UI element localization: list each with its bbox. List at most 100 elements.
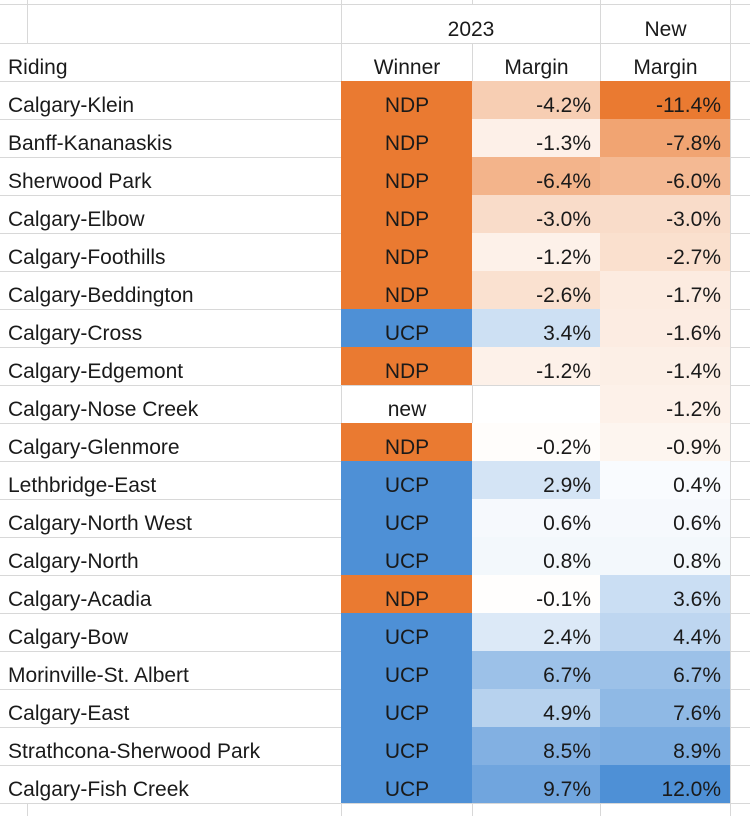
cell-riding[interactable]: Calgary-Acadia [0, 575, 341, 613]
cell-riding[interactable]: Sherwood Park [0, 157, 341, 195]
empty-cell[interactable] [730, 499, 750, 537]
empty-cell[interactable] [600, 803, 730, 816]
cell-riding[interactable]: Calgary-North West [0, 499, 341, 537]
cell-margin-new[interactable]: 0.6% [600, 499, 730, 537]
cell-winner[interactable]: NDP [341, 575, 472, 613]
cell-riding[interactable]: Calgary-Foothills [0, 233, 341, 271]
cell-margin-2023[interactable]: 0.6% [472, 499, 600, 537]
cell-riding[interactable]: Calgary-North [0, 537, 341, 575]
cell-winner[interactable]: UCP [341, 309, 472, 347]
empty-cell[interactable] [730, 803, 750, 816]
empty-cell[interactable] [0, 4, 27, 43]
header-margin-2023[interactable]: Margin [472, 43, 600, 81]
empty-cell[interactable] [730, 157, 750, 195]
cell-winner[interactable]: NDP [341, 271, 472, 309]
cell-margin-new[interactable]: -3.0% [600, 195, 730, 233]
cell-margin-2023[interactable]: -1.3% [472, 119, 600, 157]
cell-margin-new[interactable]: -1.4% [600, 347, 730, 385]
cell-riding[interactable]: Lethbridge-East [0, 461, 341, 499]
header-margin-new[interactable]: Margin [600, 43, 730, 81]
cell-margin-new[interactable]: 0.8% [600, 537, 730, 575]
empty-cell[interactable] [730, 689, 750, 727]
empty-cell[interactable] [730, 613, 750, 651]
cell-margin-2023[interactable]: -1.2% [472, 347, 600, 385]
empty-cell[interactable] [730, 651, 750, 689]
cell-winner[interactable]: NDP [341, 119, 472, 157]
empty-cell[interactable] [0, 803, 27, 816]
cell-margin-2023[interactable]: 2.9% [472, 461, 600, 499]
cell-riding[interactable]: Banff-Kananaskis [0, 119, 341, 157]
cell-margin-new[interactable]: -2.7% [600, 233, 730, 271]
cell-margin-new[interactable]: 8.9% [600, 727, 730, 765]
cell-winner[interactable]: UCP [341, 499, 472, 537]
cell-riding[interactable]: Calgary-Klein [0, 81, 341, 119]
cell-margin-2023[interactable]: 9.7% [472, 765, 600, 803]
cell-winner[interactable]: NDP [341, 423, 472, 461]
empty-cell[interactable] [730, 195, 750, 233]
cell-riding[interactable]: Calgary-Elbow [0, 195, 341, 233]
cell-margin-new[interactable]: 0.4% [600, 461, 730, 499]
empty-cell[interactable] [472, 803, 600, 816]
cell-margin-new[interactable]: 7.6% [600, 689, 730, 727]
cell-riding[interactable]: Calgary-Glenmore [0, 423, 341, 461]
empty-cell[interactable] [730, 727, 750, 765]
cell-margin-2023[interactable]: -6.4% [472, 157, 600, 195]
cell-winner[interactable]: UCP [341, 727, 472, 765]
empty-cell[interactable] [730, 81, 750, 119]
empty-cell[interactable] [27, 4, 341, 43]
empty-cell[interactable] [730, 575, 750, 613]
cell-margin-2023[interactable]: -0.1% [472, 575, 600, 613]
cell-margin-new[interactable]: -1.7% [600, 271, 730, 309]
cell-winner[interactable]: UCP [341, 613, 472, 651]
cell-margin-new[interactable]: 12.0% [600, 765, 730, 803]
cell-winner[interactable]: UCP [341, 689, 472, 727]
empty-cell[interactable] [472, 0, 600, 4]
cell-margin-new[interactable]: 3.6% [600, 575, 730, 613]
cell-margin-new[interactable]: -1.2% [600, 385, 730, 423]
cell-margin-new[interactable]: 6.7% [600, 651, 730, 689]
cell-margin-new[interactable]: -6.0% [600, 157, 730, 195]
header-winner[interactable]: Winner [341, 43, 472, 81]
cell-margin-2023[interactable]: 8.5% [472, 727, 600, 765]
cell-winner[interactable]: UCP [341, 461, 472, 499]
cell-riding[interactable]: Calgary-Bow [0, 613, 341, 651]
empty-cell[interactable] [730, 43, 750, 81]
cell-margin-new[interactable]: -0.9% [600, 423, 730, 461]
cell-margin-new[interactable]: -11.4% [600, 81, 730, 119]
empty-cell[interactable] [730, 385, 750, 423]
cell-riding[interactable]: Calgary-East [0, 689, 341, 727]
cell-winner[interactable]: UCP [341, 651, 472, 689]
empty-cell[interactable] [730, 537, 750, 575]
empty-cell[interactable] [730, 119, 750, 157]
cell-winner[interactable]: new [341, 385, 472, 423]
empty-cell[interactable] [27, 803, 341, 816]
empty-cell[interactable] [730, 0, 750, 4]
cell-winner[interactable]: NDP [341, 347, 472, 385]
empty-cell[interactable] [730, 461, 750, 499]
empty-cell[interactable] [27, 0, 341, 4]
cell-winner[interactable]: UCP [341, 537, 472, 575]
cell-margin-2023[interactable]: -0.2% [472, 423, 600, 461]
header-new[interactable]: New [600, 4, 730, 43]
cell-margin-2023[interactable]: 2.4% [472, 613, 600, 651]
empty-cell[interactable] [730, 233, 750, 271]
empty-cell[interactable] [730, 271, 750, 309]
cell-winner[interactable]: NDP [341, 195, 472, 233]
empty-cell[interactable] [600, 0, 730, 4]
cell-margin-new[interactable]: 4.4% [600, 613, 730, 651]
cell-winner[interactable]: NDP [341, 233, 472, 271]
cell-margin-new[interactable]: -7.8% [600, 119, 730, 157]
empty-cell[interactable] [730, 309, 750, 347]
cell-riding[interactable]: Morinville-St. Albert [0, 651, 341, 689]
cell-riding[interactable]: Calgary-Beddington [0, 271, 341, 309]
header-2023[interactable]: 2023 [341, 4, 600, 43]
cell-margin-new[interactable]: -1.6% [600, 309, 730, 347]
empty-cell[interactable] [730, 765, 750, 803]
cell-margin-2023[interactable]: 4.9% [472, 689, 600, 727]
empty-cell[interactable] [730, 423, 750, 461]
empty-cell[interactable] [341, 803, 472, 816]
cell-margin-2023[interactable]: 3.4% [472, 309, 600, 347]
cell-riding[interactable]: Calgary-Edgemont [0, 347, 341, 385]
cell-margin-2023[interactable] [472, 385, 600, 423]
cell-winner[interactable]: UCP [341, 765, 472, 803]
